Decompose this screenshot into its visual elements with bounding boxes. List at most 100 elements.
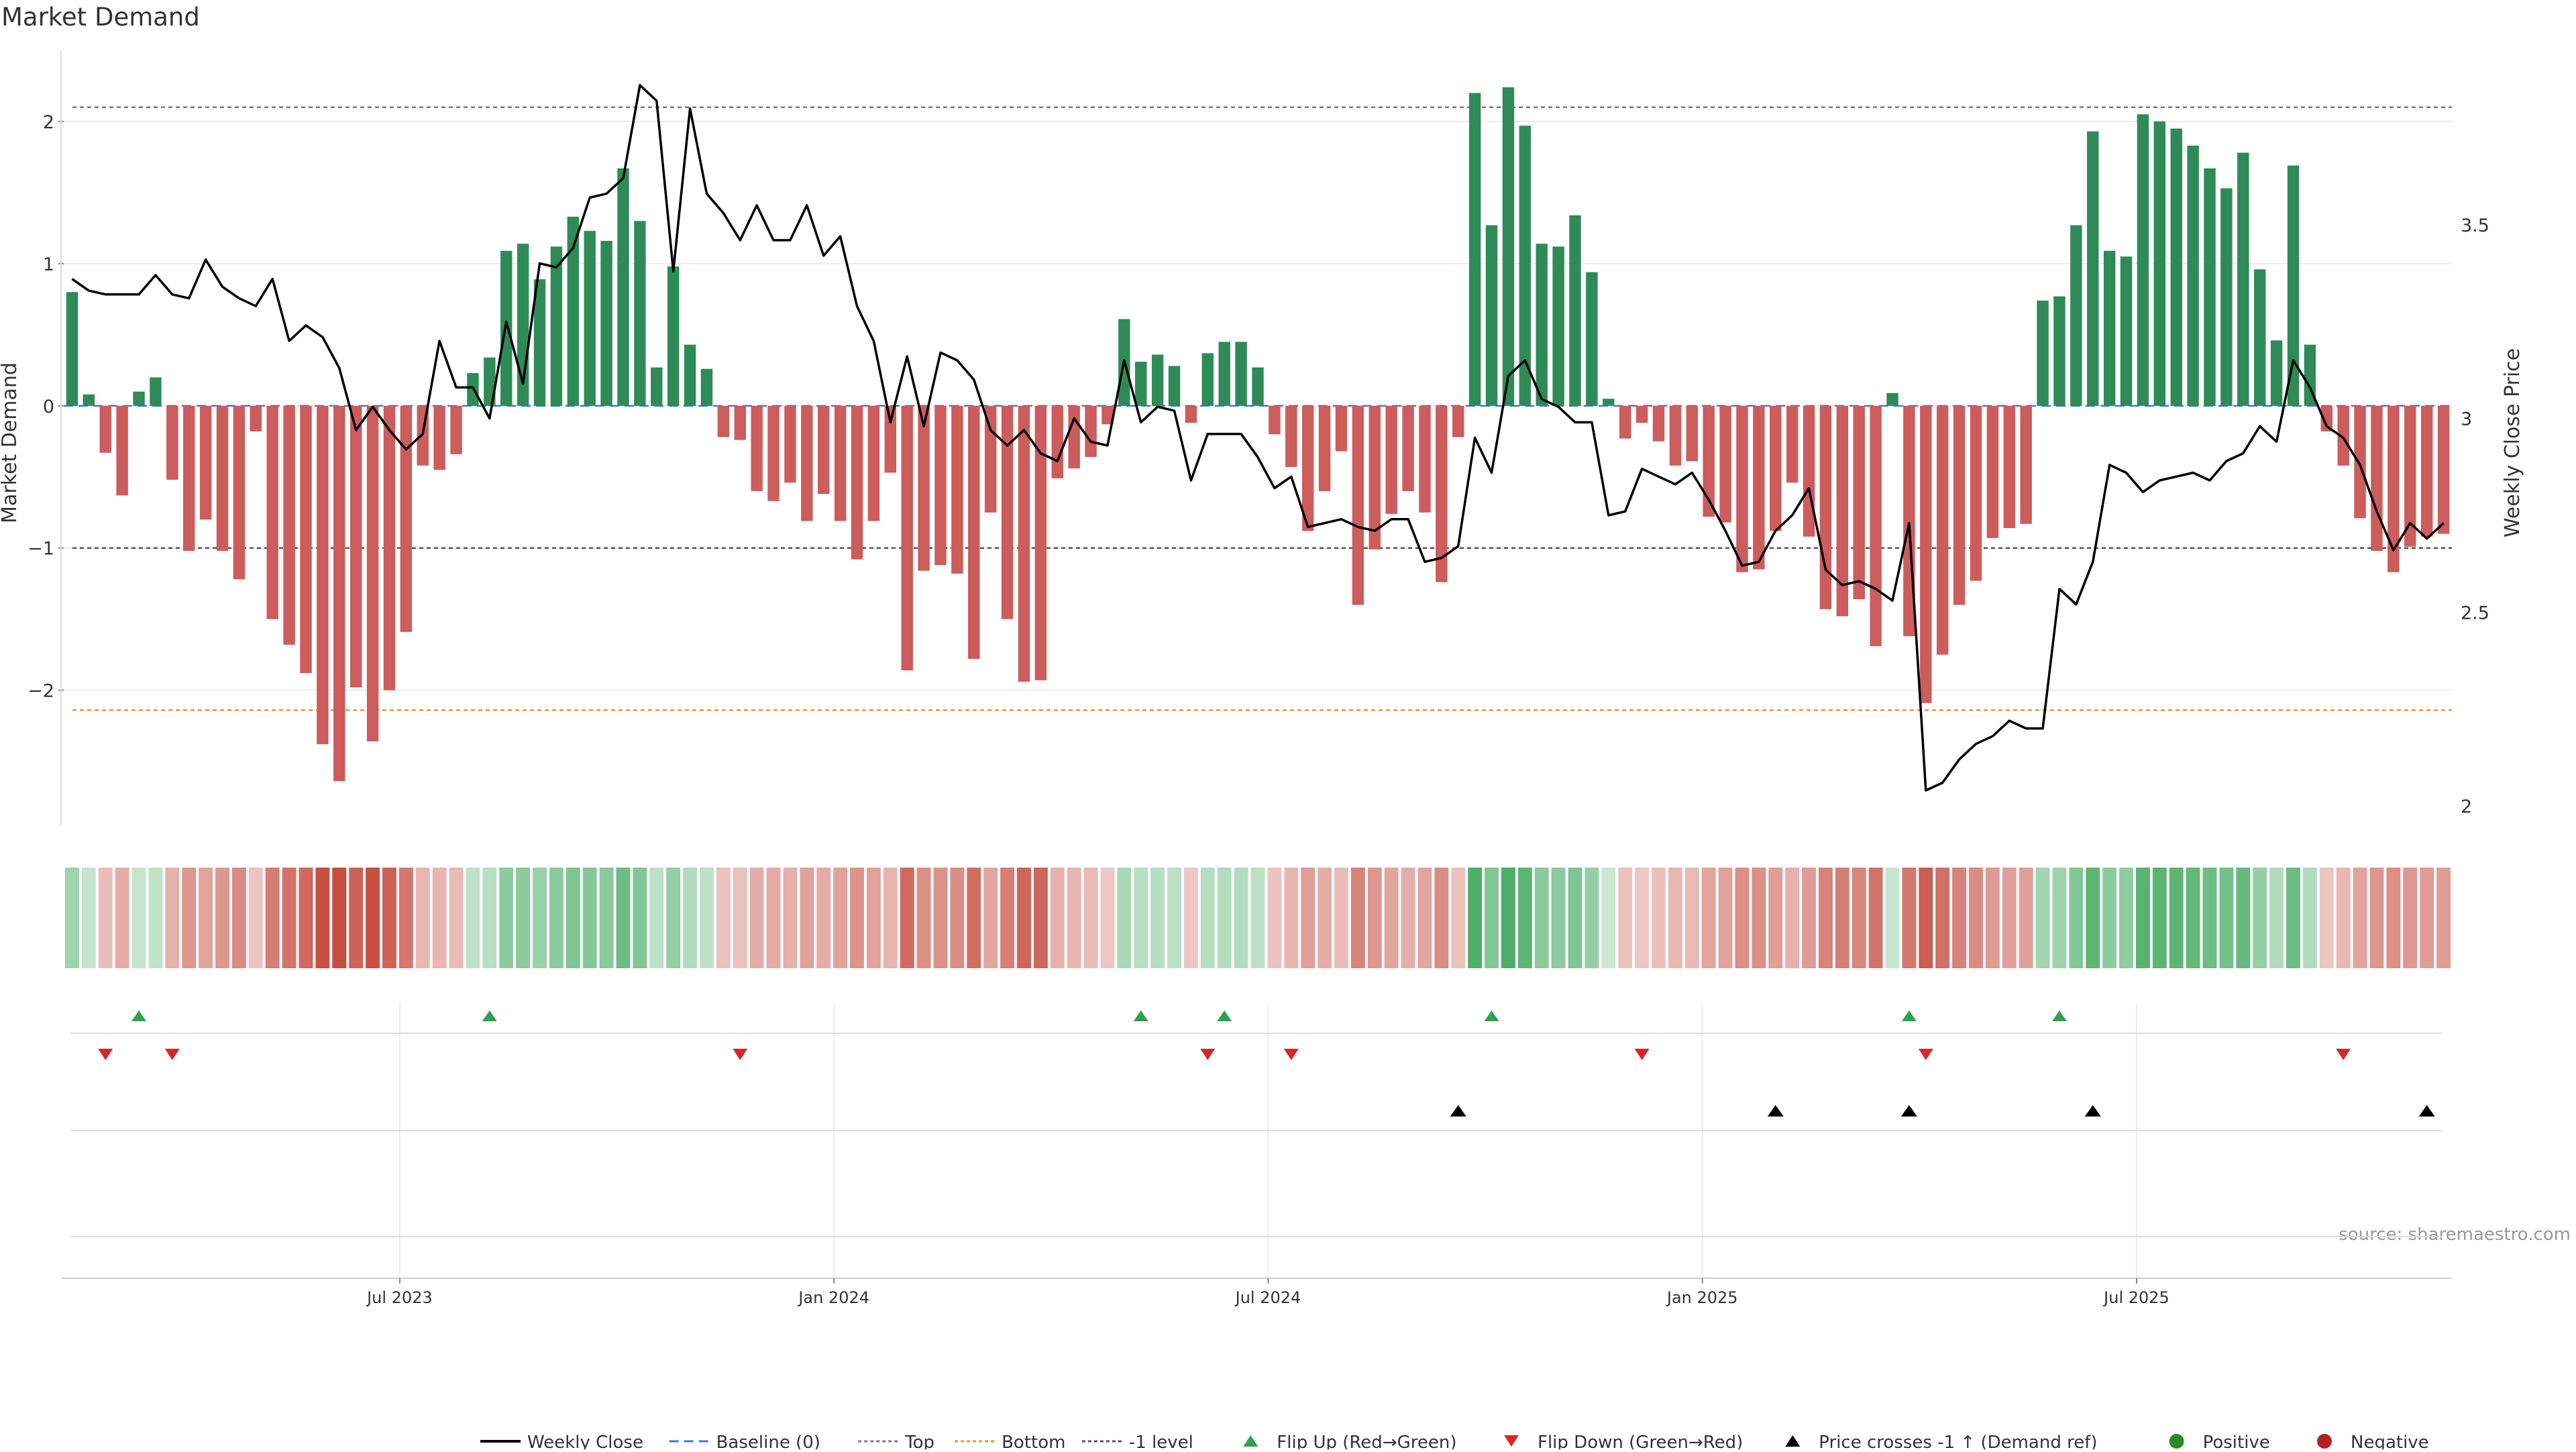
demand-bar <box>2304 344 2316 406</box>
demand-bar <box>1619 405 1631 439</box>
heat-cell <box>766 868 781 968</box>
demand-bar <box>66 292 78 406</box>
heat-cell <box>716 868 731 968</box>
flip-down-marker <box>733 1049 748 1060</box>
demand-bar <box>1018 405 1030 682</box>
heat-cell <box>1017 868 1031 968</box>
heat-cell <box>1134 868 1148 968</box>
demand-bar <box>1803 405 1815 537</box>
heat-cell <box>749 868 764 968</box>
heat-cell <box>1952 868 1967 968</box>
flip-up-marker <box>1484 1010 1499 1021</box>
demand-bar <box>2187 145 2199 406</box>
heat-cell <box>516 868 531 968</box>
demand-bar <box>1436 405 1448 582</box>
demand-bar <box>2337 405 2349 466</box>
heat-cell <box>1985 868 2000 968</box>
legend-label: Flip Down (Green→Red) <box>1538 1433 1743 1449</box>
demand-bar <box>2253 269 2266 406</box>
price-cross-marker <box>2418 1105 2435 1117</box>
demand-bar <box>1085 405 1097 458</box>
heat-cell <box>1033 868 1048 968</box>
heat-cell <box>482 868 497 968</box>
demand-bar <box>1603 399 1615 406</box>
legend-label: Baseline (0) <box>716 1433 820 1449</box>
heat-cell <box>182 868 197 968</box>
x-tick-label: Jul 2024 <box>1234 1288 1301 1307</box>
flip-down-marker <box>1283 1049 1299 1060</box>
heat-cell <box>2336 868 2351 968</box>
heat-cell <box>1183 868 1198 968</box>
heat-cell <box>449 868 464 968</box>
heat-cell <box>816 868 831 968</box>
demand-bar <box>216 405 229 551</box>
heat-cell <box>415 868 430 968</box>
demand-bar <box>1385 405 1397 514</box>
source-note: source: sharemaestro.com <box>2339 1225 2571 1245</box>
flip-up-marker <box>1217 1010 1232 1021</box>
heat-cell <box>1635 868 1650 968</box>
demand-bar <box>1201 353 1214 406</box>
heat-cell <box>683 868 698 968</box>
demand-bar <box>901 405 913 670</box>
demand-bar <box>984 405 997 513</box>
heat-cell <box>582 868 597 968</box>
demand-bar <box>1352 405 1364 605</box>
demand-bar <box>700 368 713 406</box>
heat-cell <box>666 868 681 968</box>
heat-cell <box>1885 868 1900 968</box>
heat-cell <box>2069 868 2084 968</box>
legend-item-weekly-close: Weekly Close <box>480 1433 643 1452</box>
heat-cell <box>2102 868 2117 968</box>
heat-cell <box>1501 868 1515 968</box>
demand-bar <box>400 405 413 632</box>
flip-up-marker <box>2051 1010 2067 1021</box>
demand-bar <box>1970 405 1982 581</box>
heat-cell <box>1367 868 1382 968</box>
demand-bar <box>2320 405 2332 431</box>
legend-label: Flip Up (Red→Green) <box>1277 1433 1456 1449</box>
demand-bar <box>484 357 496 406</box>
heat-cell <box>1701 868 1716 968</box>
demand-bar <box>2404 405 2416 547</box>
demand-bar <box>1001 405 1014 619</box>
y-tick-label: 1 <box>43 254 54 275</box>
heat-cell <box>1485 868 1499 968</box>
heat-cell <box>1384 868 1399 968</box>
heat-cell <box>366 868 380 968</box>
demand-bar <box>1936 405 1949 655</box>
heat-cell <box>282 868 297 968</box>
heat-cell <box>499 868 514 968</box>
y-tick-label: −2 <box>28 681 54 702</box>
demand-bar <box>1151 354 1164 406</box>
heat-cell <box>950 868 965 968</box>
legend-label: Positive <box>2203 1433 2270 1449</box>
heat-cell <box>215 868 229 968</box>
demand-bar <box>2371 405 2383 551</box>
demand-bar <box>818 405 830 495</box>
heat-cell <box>81 868 96 968</box>
y2-tick-label: 3 <box>2461 409 2472 430</box>
legend-item-minus-one: -1 level <box>1081 1433 1193 1452</box>
heat-cell <box>1200 868 1215 968</box>
demand-bar <box>784 405 796 483</box>
demand-bar <box>2003 405 2015 529</box>
demand-bar <box>2287 165 2300 406</box>
demand-bar <box>83 394 95 406</box>
x-axis: Jul 2023 Jan 2024 Jul 2024 Jan 2025 Jul 2025 <box>62 1278 2452 1307</box>
heat-cell <box>265 868 280 968</box>
x-tick-label: Jan 2024 <box>797 1288 869 1307</box>
demand-bar <box>1135 362 1147 406</box>
heat-cell <box>1067 868 1081 968</box>
heat-cell <box>566 868 580 968</box>
flip-up-marker <box>131 1010 147 1021</box>
heat-cell <box>2186 868 2200 968</box>
heat-cell <box>2286 868 2300 968</box>
demand-bar <box>651 367 663 406</box>
demand-bar <box>166 405 178 480</box>
heat-cell <box>2135 868 2150 968</box>
demand-bar <box>884 405 897 473</box>
demand-bar <box>1368 405 1381 550</box>
